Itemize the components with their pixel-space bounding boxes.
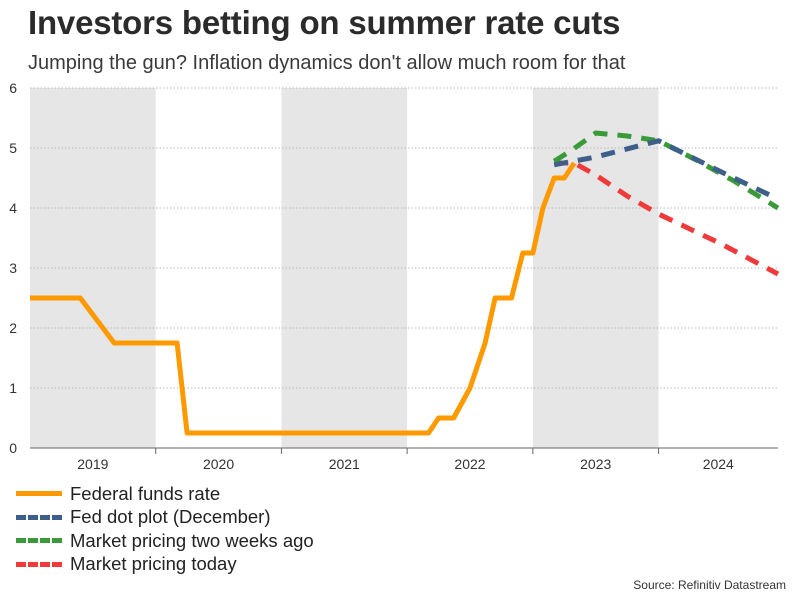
y-tick-label: 2 (9, 320, 17, 336)
y-tick-label: 4 (9, 200, 17, 216)
chart-subtitle: Jumping the gun? Inflation dynamics don'… (28, 52, 626, 74)
chart-title: Investors betting on summer rate cuts (28, 4, 621, 41)
legend-item-fed-funds: Federal funds rate (16, 482, 314, 506)
year-bands (30, 88, 659, 448)
x-tick-label: 2023 (580, 456, 611, 472)
y-tick-label: 1 (9, 380, 17, 396)
legend-swatch-dot-plot (16, 514, 62, 520)
x-tick-label: 2022 (454, 456, 485, 472)
source-note: Source: Refinitiv Datastream (633, 578, 786, 592)
legend-swatch-fed-funds (16, 491, 62, 497)
legend-item-two-weeks: Market pricing two weeks ago (16, 529, 314, 553)
series-line-fed_funds (30, 161, 577, 436)
year-band-2019 (30, 88, 156, 448)
series-line-dot_plot (553, 138, 780, 202)
series-line-two_weeks (552, 130, 780, 211)
y-tick-label: 0 (9, 440, 17, 456)
legend-label-dot-plot: Fed dot plot (December) (70, 506, 271, 528)
legend-item-dot-plot: Fed dot plot (December) (16, 506, 314, 530)
x-tick-label: 2021 (329, 456, 360, 472)
legend-label-two-weeks: Market pricing two weeks ago (70, 529, 314, 551)
legend-item-today: Market pricing today (16, 553, 314, 577)
x-tick-label: 2019 (77, 456, 108, 472)
legend-label-today: Market pricing today (70, 553, 237, 575)
legend: Federal funds rate Fed dot plot (Decembe… (16, 482, 314, 576)
legend-swatch-today (16, 561, 62, 567)
y-tick-label: 6 (9, 80, 17, 96)
series-lines (30, 130, 780, 436)
legend-swatch-two-weeks (16, 538, 62, 544)
series-line-today (554, 160, 780, 277)
y-tick-label: 5 (9, 140, 17, 156)
x-tick-label: 2020 (203, 456, 234, 472)
axes: 0 1 2 3 4 5 6 2019 2020 2021 2022 2023 2024 (9, 80, 778, 472)
legend-label-fed-funds: Federal funds rate (70, 482, 221, 504)
y-tick-label: 3 (9, 260, 17, 276)
x-tick-label: 2024 (703, 456, 734, 472)
year-band-2021 (281, 88, 408, 448)
